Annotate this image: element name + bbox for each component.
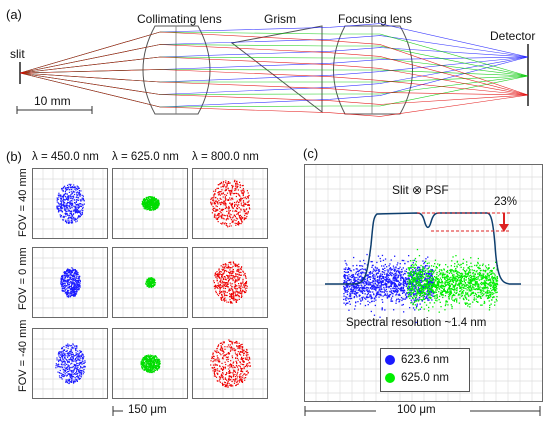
- spot-diagram: [112, 168, 188, 239]
- ray: [19, 69, 529, 96]
- ray-trace-diagram: [16, 23, 529, 117]
- panel-a-tag: (a): [6, 7, 22, 22]
- slit-label: slit: [10, 47, 25, 61]
- row-head-fov-neg40: FOV = -40 mm: [17, 319, 29, 392]
- spot-diagram: [192, 328, 268, 399]
- ray: [19, 44, 529, 96]
- ray: [19, 31, 529, 77]
- ray: [19, 72, 529, 96]
- legend: 623.6 nm 625.0 nm: [380, 348, 470, 392]
- row-head-fov-0: FOV = 0 mm: [17, 247, 29, 310]
- psf-label: Slit ⊗ PSF: [392, 183, 449, 197]
- spot-diagram: [32, 328, 108, 399]
- focusing-lens-label: Focusing lens: [338, 12, 413, 26]
- row-head-fov-40: FOV = 40 mm: [17, 168, 29, 237]
- scale-bar-b-label: 150 μm: [128, 404, 167, 416]
- spot-diagram: [32, 247, 108, 318]
- spot-diagram: [112, 247, 188, 318]
- dip-arrow: [499, 224, 509, 232]
- panel-b-tag: (b): [6, 149, 22, 164]
- psf-plot: [304, 164, 543, 402]
- column-head-450: λ = 450.0 nm: [32, 151, 99, 163]
- scale-bar-a-label: 10 mm: [34, 94, 71, 108]
- legend-item-green: 625.0 nm: [385, 372, 449, 384]
- psf-curve: [325, 212, 521, 285]
- legend-item-blue: 623.6 nm: [385, 354, 449, 366]
- legend-label: 623.6 nm: [401, 354, 449, 366]
- ray: [19, 31, 529, 96]
- panel-c-tag: (c): [303, 146, 319, 161]
- legend-label: 625.0 nm: [401, 372, 449, 384]
- column-head-800: λ = 800.0 nm: [192, 151, 259, 163]
- grism-label: Grism: [264, 12, 296, 26]
- focusing-lens: [333, 25, 413, 115]
- ray: [19, 56, 529, 96]
- ray: [19, 72, 529, 105]
- legend-dot: [385, 373, 395, 383]
- legend-dot: [385, 355, 395, 365]
- column-head-625: λ = 625.0 nm: [112, 151, 179, 163]
- resolution-label: Spectral resolution ~1.4 nm: [346, 317, 487, 329]
- spot-diagram: [192, 168, 268, 239]
- scale-bar-c-label: 100 μm: [397, 404, 436, 416]
- grism-prism: [230, 25, 323, 114]
- detector-label: Detector: [490, 29, 536, 43]
- spot-diagram: [192, 247, 268, 318]
- spot-diagram: [32, 168, 108, 239]
- spot-diagram: [112, 328, 188, 399]
- ray: [19, 72, 529, 117]
- dip-label: 23%: [494, 196, 518, 208]
- collimating-lens-label: Collimating lens: [137, 12, 222, 26]
